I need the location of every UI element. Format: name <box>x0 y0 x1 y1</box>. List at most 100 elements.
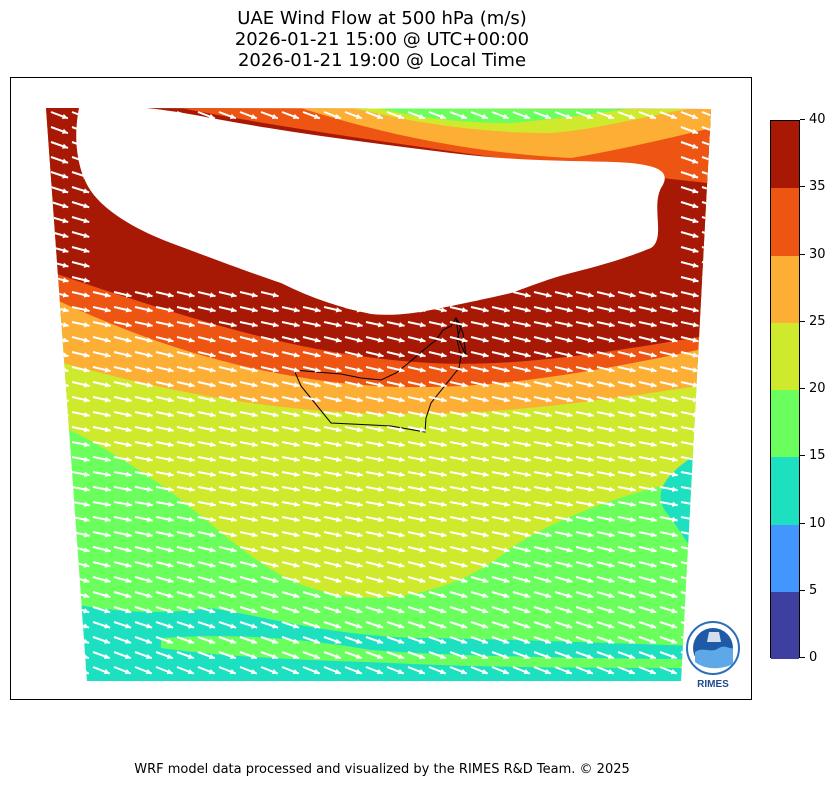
wind-arrow-head <box>629 367 636 373</box>
wind-arrow <box>50 561 69 568</box>
wind-arrow-head <box>440 516 447 523</box>
wind-arrow-head <box>125 562 132 568</box>
wind-arrow-head <box>62 292 69 298</box>
wind-arrow-head <box>334 653 341 659</box>
wind-arrow-head <box>419 307 426 313</box>
wind-arrow-head <box>587 516 594 523</box>
wind-arrow-head <box>251 382 258 388</box>
wind-arrow <box>701 516 711 522</box>
wind-arrow-head <box>83 232 90 239</box>
wind-arrow-head <box>587 486 594 492</box>
wind-arrow-head <box>419 623 426 629</box>
wind-arrow-head <box>503 532 510 538</box>
wind-arrow-head <box>608 516 615 523</box>
wind-arrow-head <box>461 562 468 568</box>
wind-arrow-head <box>62 486 69 492</box>
wind-arrow-head <box>272 623 279 629</box>
wind-arrow-head <box>83 203 90 209</box>
wind-arrow-head <box>272 577 279 583</box>
wind-arrow-head <box>125 382 132 388</box>
wind-arrow-head <box>356 307 363 313</box>
wind-arrow-head <box>83 623 90 629</box>
wind-arrow-head <box>461 426 468 433</box>
wind-arrow-head <box>419 397 426 403</box>
wind-arrow-head <box>104 397 111 403</box>
wind-arrow <box>701 111 711 120</box>
wind-arrow-head <box>355 669 362 675</box>
wind-arrow-head <box>608 382 615 388</box>
wind-arrow-head <box>166 113 173 120</box>
wind-arrow-head <box>461 367 468 373</box>
wind-arrow-head <box>293 441 300 448</box>
wind-arrow-head <box>209 322 216 328</box>
wind-arrow-head <box>62 456 69 463</box>
wind-arrow <box>50 546 69 553</box>
wind-arrow-head <box>713 173 719 178</box>
wind-arrow-head <box>461 516 468 523</box>
wind-arrow-head <box>398 307 405 313</box>
wind-arrow-head <box>230 411 237 418</box>
wind-arrow-head <box>104 337 111 343</box>
wind-arrow-head <box>692 203 699 209</box>
wind-arrow-head <box>629 638 635 644</box>
wind-arrow-head <box>398 382 405 388</box>
wind-arrow <box>701 396 711 402</box>
wind-arrow-head <box>104 592 111 599</box>
wind-arrow-head <box>713 578 719 583</box>
wind-arrow-head <box>355 113 362 120</box>
wind-arrow-head <box>356 426 363 433</box>
wind-arrow-head <box>503 623 510 629</box>
colorbar-segment <box>771 255 799 323</box>
wind-arrow-head <box>376 113 383 120</box>
wind-arrow-head <box>714 263 720 268</box>
wind-arrow-head <box>692 158 699 164</box>
wind-arrow-head <box>481 669 488 675</box>
wind-arrow-head <box>692 173 699 179</box>
wind-arrow-head <box>62 247 69 253</box>
wind-arrow-head <box>671 456 678 463</box>
wind-arrow-head <box>62 322 69 328</box>
wind-arrow-head <box>313 653 320 659</box>
wind-arrow-head <box>62 516 69 523</box>
wind-arrow-head <box>692 471 699 478</box>
wind-arrow-head <box>104 411 111 418</box>
wind-arrow-head <box>251 337 258 343</box>
wind-arrow-head <box>398 623 405 629</box>
wind-arrow-head <box>377 352 384 358</box>
wind-arrow-head <box>251 367 258 373</box>
wind-arrow-head <box>146 411 153 418</box>
wind-arrow-head <box>545 516 552 523</box>
wind-arrow-head <box>356 367 363 373</box>
wind-arrow-head <box>692 322 699 328</box>
wind-arrow-head <box>146 516 153 523</box>
wind-arrow-head <box>608 562 615 568</box>
wind-arrow-head <box>187 669 194 675</box>
wind-arrow-head <box>587 307 594 313</box>
wind-arrow-head <box>293 501 300 507</box>
wind-arrow-head <box>230 471 237 478</box>
wind-arrow-head <box>461 456 468 463</box>
wind-arrow-head <box>713 233 719 238</box>
wind-arrow-head <box>314 532 321 538</box>
wind-arrow-head <box>629 547 636 553</box>
wind-arrow-head <box>293 638 299 644</box>
wind-arrow-head <box>356 337 363 343</box>
wind-arrow <box>50 396 69 402</box>
wind-arrow-head <box>545 562 552 568</box>
wind-arrow <box>701 546 711 553</box>
colorbar-tick-label: 35 <box>800 180 826 194</box>
wind-arrow <box>701 291 711 298</box>
wind-arrow-head <box>272 426 279 433</box>
wind-arrow-head <box>461 592 468 599</box>
band-30-35-north <box>46 108 711 188</box>
wind-arrow-head <box>61 128 68 134</box>
wind-arrow-head <box>714 292 720 297</box>
wind-arrow-head <box>314 501 321 507</box>
wind-arrow-head <box>545 501 552 507</box>
colorbar-tick-label: 20 <box>800 382 826 396</box>
wind-arrow-head <box>251 501 258 507</box>
wind-arrow-head <box>671 638 677 644</box>
wind-arrow-head <box>586 113 593 120</box>
wind-arrow-head <box>398 337 405 343</box>
wind-arrow <box>701 351 711 358</box>
